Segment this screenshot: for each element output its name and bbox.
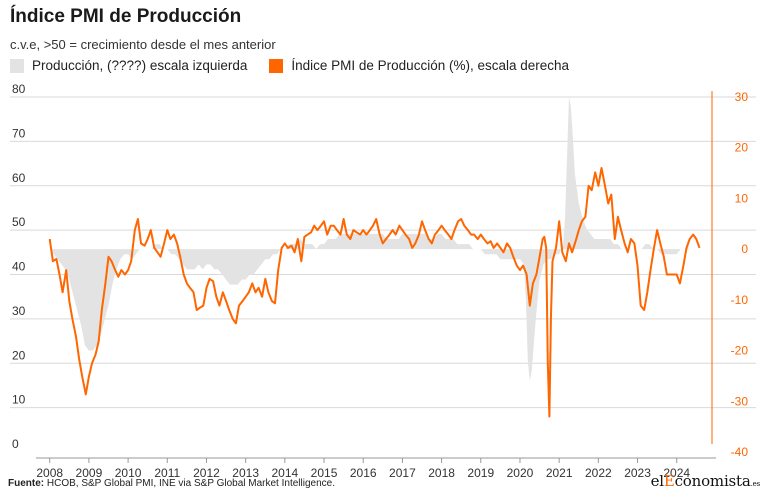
left-axis-tick-20: 20: [12, 348, 26, 362]
legend-label-area: Producción, (????) escala izquierda: [32, 58, 248, 73]
right-axis-tick-10: 10: [735, 191, 749, 205]
x-tick-2019: 2019: [467, 466, 494, 480]
brand-rest: conomista: [674, 472, 751, 490]
x-tick-2012: 2012: [193, 466, 220, 480]
x-tick-2009: 2009: [76, 466, 103, 480]
brand-logo: elEconomista.es: [650, 472, 761, 490]
x-tick-2018: 2018: [428, 466, 455, 480]
left-axis-tick-80: 80: [12, 82, 26, 96]
x-tick-2013: 2013: [232, 466, 259, 480]
legend-swatch-line: [269, 58, 284, 73]
left-axis-tick-60: 60: [12, 171, 26, 185]
x-tick-2015: 2015: [311, 466, 338, 480]
brand-accent: E: [663, 472, 675, 490]
right-axis-tick-20: 20: [735, 141, 749, 155]
source-label: Fuente:: [8, 478, 45, 489]
x-tick-2008: 2008: [36, 466, 63, 480]
x-tick-2017: 2017: [389, 466, 416, 480]
legend-swatch-area: [10, 58, 24, 73]
left-axis-tick-70: 70: [12, 126, 26, 140]
brand-suffix: .es: [750, 480, 761, 488]
x-tick-2014: 2014: [271, 466, 298, 480]
x-tick-2024: 2024: [663, 466, 690, 480]
legend: Producción, (????) escala izquierda Índi…: [10, 58, 591, 73]
x-tick-2011: 2011: [154, 466, 180, 480]
left-axis-tick-0: 0: [12, 437, 19, 451]
legend-item-area: Producción, (????) escala izquierda: [10, 58, 247, 73]
chart-subtitle: c.v.e, >50 = crecimiento desde el mes an…: [10, 37, 276, 52]
x-tick-2022: 2022: [585, 466, 612, 480]
x-tick-2010: 2010: [115, 466, 142, 480]
right-axis-tick--10: -10: [731, 293, 749, 307]
left-axis-tick-10: 10: [12, 393, 26, 407]
legend-label-line: Índice PMI de Producción (%), escala der…: [291, 58, 570, 73]
x-tick-2023: 2023: [624, 466, 651, 480]
series-line-pmi: [48, 167, 701, 418]
right-axis-tick--40: -40: [731, 445, 749, 459]
legend-item-line: Índice PMI de Producción (%), escala der…: [269, 58, 569, 73]
right-axis-tick-30: 30: [735, 90, 749, 104]
left-axis-tick-50: 50: [12, 215, 26, 229]
right-axis-tick-0: 0: [741, 242, 748, 256]
chart-title: Índice PMI de Producción: [10, 6, 242, 27]
series-area-produccion: [49, 97, 689, 381]
x-tick-2020: 2020: [507, 466, 534, 480]
right-axis-tick--20: -20: [731, 344, 749, 358]
source-note: Fuente: HCOB, S&P Global PMI, INE via S&…: [8, 478, 335, 489]
x-tick-2021: 2021: [546, 466, 573, 480]
left-axis-tick-30: 30: [12, 304, 26, 318]
x-tick-2016: 2016: [350, 466, 377, 480]
left-axis-tick-40: 40: [12, 260, 26, 274]
right-axis-tick--30: -30: [731, 394, 749, 408]
brand-prefix: el: [650, 472, 664, 490]
source-text: HCOB, S&P Global PMI, INE via S&P Global…: [44, 478, 335, 489]
